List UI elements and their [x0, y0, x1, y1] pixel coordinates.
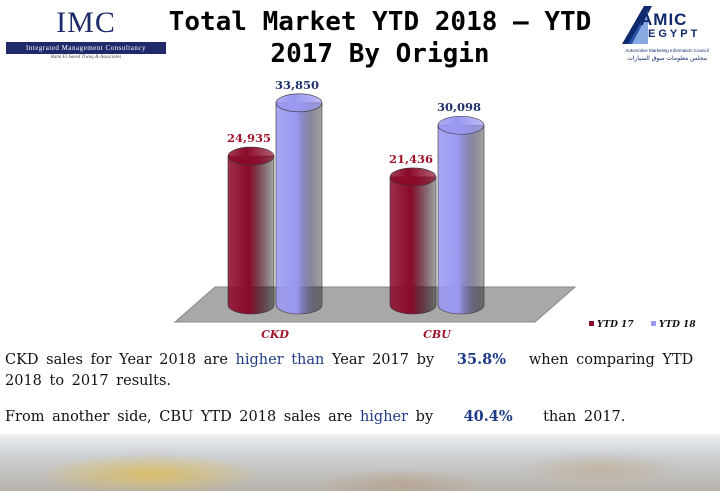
cbu-text-part2: by [415, 409, 434, 425]
legend-item-ytd-18: YTD 18 [651, 320, 696, 330]
chart-bars [227, 93, 485, 315]
amic-logo-subtitle: Automotive Marketing Information Council [625, 48, 709, 53]
amic-logo: AMIC EGYPT Automotive Marketing Informat… [618, 4, 716, 66]
ckd-growth-percent: 35.8% [456, 351, 506, 368]
page-title-line1: Total Market YTD 2018 – YTD [168, 7, 592, 37]
bar-ckd-ytd-18 [275, 93, 323, 315]
page-title-line2: 2017 By Origin [270, 39, 490, 69]
category-label-ckd: CKD [261, 328, 289, 341]
value-label-ckd-ytd-17: 24,935 [227, 131, 271, 145]
cars-photo-strip [0, 434, 720, 491]
legend-label-ytd-18: YTD 18 [659, 320, 696, 330]
chart-legend: YTD 17 YTD 18 [589, 320, 696, 330]
legend-item-ytd-17: YTD 17 [589, 320, 634, 330]
ckd-text-part1: CKD sales for Year 2018 are [5, 352, 228, 368]
ckd-text-part3: when comparing YTD 2018 to 2017 results. [5, 352, 694, 389]
cbu-text-highlight: higher [359, 409, 409, 425]
value-label-cbu-ytd-18: 30,098 [437, 100, 481, 114]
amic-logo-line2: EGYPT [648, 28, 701, 40]
amic-logo-arabic: مجلس معلومات سوق السيارات [627, 55, 707, 62]
amic-triangle-icon [622, 6, 652, 44]
bar-cbu-ytd-17 [389, 167, 437, 315]
amic-logo-line1: AMIC [640, 10, 688, 29]
legend-swatch-ytd-18 [651, 321, 656, 326]
cbu-text-part3: than 2017. [543, 409, 626, 425]
cbu-growth-percent: 40.4% [463, 408, 513, 425]
imc-logo-name: IMC [56, 6, 116, 39]
cbu-text-part1: From another side, CBU YTD 2018 sales ar… [5, 409, 353, 425]
chart-category-labels: CKD CBU [261, 328, 452, 341]
ckd-text-highlight: higher than [235, 352, 325, 368]
category-label-cbu: CBU [423, 328, 452, 341]
ckd-text-part2: Year 2017 by [332, 352, 435, 368]
imc-logo: IMC Integrated Management Consultancy Ra… [6, 8, 166, 64]
imc-logo-fullname: Integrated Management Consultancy [6, 42, 166, 54]
value-label-ckd-ytd-18: 33,850 [275, 78, 319, 92]
chart-value-labels: 24,935 33,850 21,436 30,098 [227, 78, 481, 166]
legend-swatch-ytd-17 [589, 321, 594, 326]
page-title: Total Market YTD 2018 – YTD 2017 By Orig… [160, 6, 600, 70]
legend-label-ytd-17: YTD 17 [597, 320, 634, 330]
imc-logo-tagline: Rami El Saeed Tiwaq & Associates [50, 55, 122, 60]
bar-cbu-ytd-18 [437, 115, 485, 315]
value-label-cbu-ytd-17: 21,436 [389, 152, 433, 166]
bar-ckd-ytd-17 [227, 146, 275, 315]
ckd-summary-text: CKD sales for Year 2018 are higher than … [5, 349, 705, 392]
cbu-summary-text: From another side, CBU YTD 2018 sales ar… [5, 406, 705, 428]
